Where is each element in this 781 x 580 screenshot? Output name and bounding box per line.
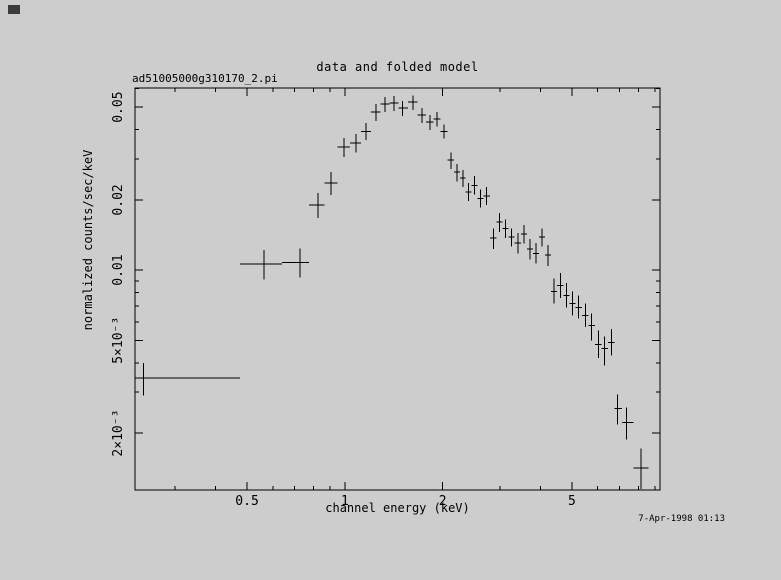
dataset-filename-label: ad51005000g310170_2.pi <box>132 72 278 85</box>
y-axis-title: normalized counts/sec/keV <box>81 149 95 331</box>
y-tick-label: 0.05 <box>111 91 126 122</box>
x-axis-title: channel energy (keV) <box>325 501 470 515</box>
plot-frame <box>134 87 661 491</box>
y-tick-label: 0.02 <box>111 184 126 215</box>
window-corner-mark <box>8 5 20 14</box>
plot-title: data and folded model <box>316 60 479 74</box>
y-tick-label: 2×10⁻³ <box>111 410 126 457</box>
x-tick-label: 5 <box>568 494 576 509</box>
x-tick-label: 0.5 <box>235 494 258 509</box>
spectrum-data-series <box>135 95 649 490</box>
x-tick-label: 1 <box>341 494 349 509</box>
y-tick-label: 5×10⁻³ <box>111 317 126 364</box>
x-tick-label: 2 <box>439 494 447 509</box>
axis-ticks <box>135 88 660 490</box>
y-tick-label: 0.01 <box>111 254 126 285</box>
plot-timestamp: 7-Apr-1998 01:13 <box>638 514 725 524</box>
